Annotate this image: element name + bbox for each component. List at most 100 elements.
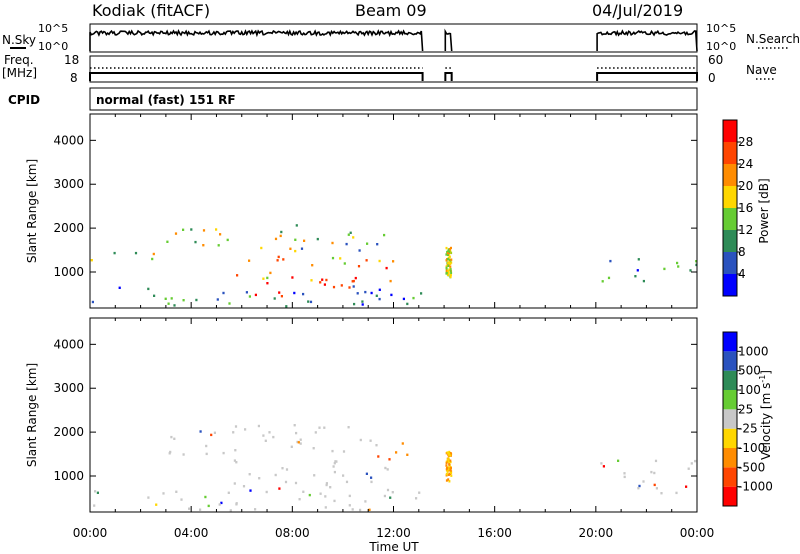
velocity-cell [383,494,386,498]
velocity-cell [173,437,176,440]
velocity-cell [262,434,265,437]
velocity-cell [294,481,298,485]
nsky-line [444,28,453,52]
power-cell [321,278,324,281]
velocity-cell [220,501,223,505]
power-cell [170,297,173,300]
power-cell [195,298,198,302]
velocity-cell [653,483,656,487]
power-cell [390,293,393,297]
velocity-cell [268,431,271,434]
power-cell [352,285,355,288]
power-colorbar: 4 8 12 16 20 24 28 Power [dB] [722,119,771,297]
power-cell [601,280,604,283]
y-tick-label: 3000 [53,381,84,395]
velocity-cell [229,509,232,512]
nsky-line [596,29,698,52]
power-cell [354,276,357,280]
power-cell [365,259,368,262]
power-cell [677,265,680,268]
power-panel: 1000 2000 3000 4000 Slant Range [km] [25,113,698,309]
power-cell [637,258,640,261]
velocity-cell [447,478,450,481]
velocity-cell [93,504,96,507]
nsearch-tick-top: 10^5 [706,22,736,35]
freq-tick-top: 18 [64,53,79,67]
power-cell [445,253,448,256]
velocity-cell [342,450,346,453]
velocity-cell [445,464,448,467]
power-cell [445,269,448,272]
power-cell [302,292,305,296]
power-cell [310,279,313,282]
colorbar-tick-label: -500 [738,460,765,474]
velocity-cell [319,492,322,495]
power-cell [356,292,359,295]
power-cell [300,247,304,250]
velocity-cell [199,508,202,511]
velocity-cell [369,439,372,442]
velocity-cell [314,431,317,434]
nsky-line [89,28,424,52]
velocity-cell [210,433,213,437]
power-cell [282,258,285,261]
velocity-cell [368,508,371,511]
power-cell [190,228,193,231]
power-cell [446,273,449,276]
velocity-cell [642,480,645,483]
power-cell [447,262,450,265]
power-cell [376,243,379,246]
velocity-cell [386,488,390,492]
power-cell [254,293,257,297]
freq-label: Freq. [4,53,34,67]
power-cell [279,234,282,238]
power-cell [248,259,251,262]
velocity-cell [285,468,289,471]
velocity-cell [298,498,301,501]
power-cell [375,294,378,297]
velocity-cell [324,495,327,498]
power-cell [449,262,452,266]
velocity-cell [406,453,409,456]
power-cell [309,300,313,304]
power-cell [331,241,334,245]
velocity-cell [449,453,452,457]
velocity-cell [449,459,452,462]
power-cell [449,265,452,268]
colorbar-tick-label: 8 [738,245,746,259]
velocity-cell [284,480,288,484]
power-cell [151,257,154,261]
velocity-cell [445,479,448,482]
colorbar-tick-label: -1000 [738,480,773,494]
power-cell [118,286,121,289]
velocity-cell [297,441,300,444]
power-cell [174,232,178,235]
power-cell [361,300,364,303]
velocity-cell [333,462,336,465]
velocity-cell [685,485,688,488]
power-cell [266,276,269,280]
power-cell [262,277,265,280]
velocity-cell [331,449,334,453]
power-cell [319,281,322,284]
power-cell [294,249,297,253]
power-cell [217,244,220,247]
power-cell [352,236,355,239]
power-cell [449,275,452,279]
power-cell [222,291,225,295]
power-cell [278,291,281,294]
velocity-cell [325,483,328,487]
power-cell [448,255,451,258]
velocity-cell [281,467,284,470]
velocity-cell [318,426,321,429]
velocity-cell [401,442,404,445]
velocity-cell [248,473,251,476]
power-cell [339,257,342,260]
power-cell [273,297,276,300]
nsky-label: N.Sky [2,33,36,47]
power-cell [445,272,448,275]
velocity-cell [449,460,452,464]
nave-tick-top: 60 [708,53,723,67]
power-cell [449,258,452,261]
